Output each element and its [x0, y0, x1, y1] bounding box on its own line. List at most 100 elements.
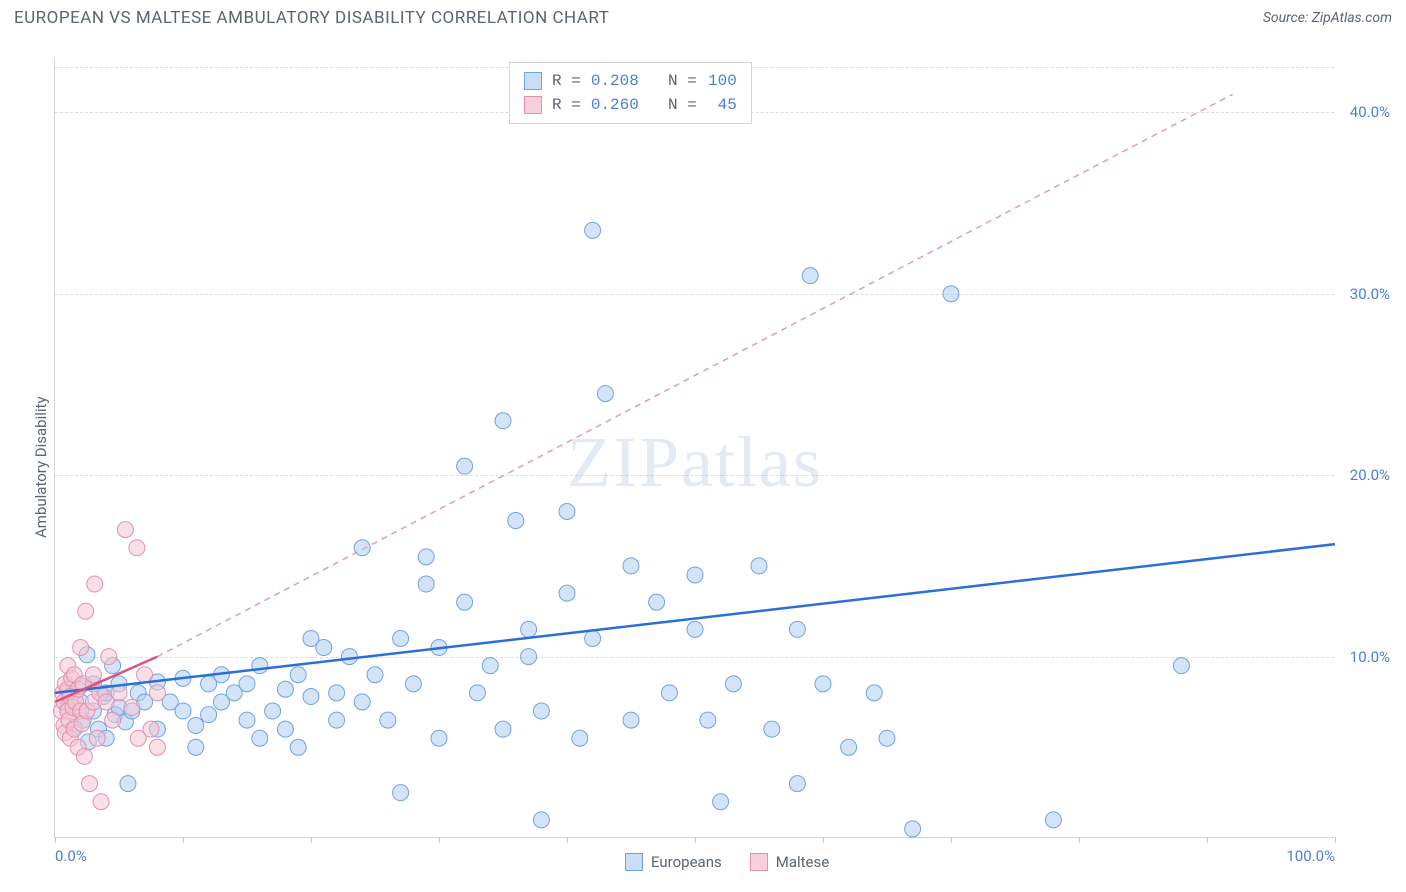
plot-area: 10.0%20.0%30.0%40.0%0.0%100.0%ZIPatlasR … — [54, 58, 1334, 838]
data-point — [265, 703, 281, 719]
legend-swatch-icon — [750, 853, 768, 871]
data-point — [120, 776, 136, 792]
data-point — [418, 576, 434, 592]
data-point — [117, 522, 133, 538]
data-point — [175, 703, 191, 719]
stats-legend-row: R = 0.208 N = 100 — [524, 69, 737, 93]
series-legend-label: Maltese — [776, 853, 829, 871]
data-point — [700, 712, 716, 728]
series-legend-item: Europeans — [625, 853, 722, 871]
legend-r-label: R = — [552, 69, 581, 93]
data-point — [105, 712, 121, 728]
data-point — [521, 649, 537, 665]
data-point — [129, 540, 145, 556]
data-point — [252, 730, 268, 746]
data-point — [687, 621, 703, 637]
data-point — [508, 513, 524, 529]
legend-n-label: N = — [649, 69, 697, 93]
data-point — [188, 718, 204, 734]
data-point — [533, 812, 549, 828]
series-legend-label: Europeans — [651, 853, 722, 871]
data-point — [201, 707, 217, 723]
data-point — [85, 667, 101, 683]
data-point — [623, 558, 639, 574]
data-point — [764, 721, 780, 737]
chart-source: Source: ZipAtlas.com — [1263, 10, 1392, 26]
chart-container: Ambulatory Disability 10.0%20.0%30.0%40.… — [54, 58, 1334, 838]
trendline — [55, 544, 1335, 693]
data-point — [329, 712, 345, 728]
legend-r-value: 0.260 — [591, 93, 639, 117]
legend-r-label: R = — [552, 93, 581, 117]
y-tick-label: 20.0% — [1350, 466, 1390, 484]
data-point — [815, 676, 831, 692]
data-point — [341, 649, 357, 665]
data-point — [559, 503, 575, 519]
data-point — [1173, 658, 1189, 674]
data-point — [290, 667, 306, 683]
legend-n-value: 45 — [707, 93, 737, 117]
stats-legend-row: R = 0.260 N = 45 — [524, 93, 737, 117]
data-point — [82, 776, 98, 792]
legend-swatch-icon — [524, 96, 542, 114]
data-point — [533, 703, 549, 719]
data-point — [879, 730, 895, 746]
data-point — [329, 685, 345, 701]
data-point — [239, 712, 255, 728]
data-point — [905, 821, 921, 837]
data-point — [802, 268, 818, 284]
data-point — [124, 699, 140, 715]
data-point — [418, 549, 434, 565]
data-point — [431, 730, 447, 746]
data-point — [277, 721, 293, 737]
data-point — [380, 712, 396, 728]
stats-legend: R = 0.208 N = 100R = 0.260 N = 45 — [509, 62, 752, 124]
data-point — [725, 676, 741, 692]
y-tick-label: 30.0% — [1350, 285, 1390, 303]
x-tick-label: 100.0% — [1286, 847, 1335, 865]
data-point — [405, 676, 421, 692]
data-point — [457, 594, 473, 610]
legend-n-value: 100 — [707, 69, 737, 93]
series-legend: Europeans Maltese — [625, 853, 829, 871]
data-point — [495, 413, 511, 429]
data-point — [149, 685, 165, 701]
x-tick — [1335, 837, 1336, 843]
data-point — [661, 685, 677, 701]
y-axis-label: Ambulatory Disability — [32, 396, 50, 538]
y-tick-label: 10.0% — [1350, 648, 1390, 666]
data-point — [137, 667, 153, 683]
data-point — [354, 694, 370, 710]
data-point — [78, 603, 94, 619]
data-point — [623, 712, 639, 728]
data-point — [585, 222, 601, 238]
data-point — [572, 730, 588, 746]
data-point — [367, 667, 383, 683]
data-point — [303, 689, 319, 705]
data-point — [101, 649, 117, 665]
data-point — [521, 621, 537, 637]
data-point — [73, 640, 89, 656]
data-point — [789, 621, 805, 637]
data-point — [649, 594, 665, 610]
data-point — [87, 576, 103, 592]
data-point — [252, 658, 268, 674]
data-point — [239, 676, 255, 692]
data-point — [597, 386, 613, 402]
data-point — [943, 286, 959, 302]
legend-r-value: 0.208 — [591, 69, 639, 93]
data-point — [188, 739, 204, 755]
data-point — [89, 730, 105, 746]
data-point — [495, 721, 511, 737]
chart-title: EUROPEAN VS MALTESE AMBULATORY DISABILIT… — [14, 8, 609, 28]
y-tick-label: 40.0% — [1350, 103, 1390, 121]
data-point — [277, 681, 293, 697]
data-point — [393, 785, 409, 801]
data-point — [687, 567, 703, 583]
legend-swatch-icon — [524, 72, 542, 90]
data-point — [841, 739, 857, 755]
legend-swatch-icon — [625, 853, 643, 871]
data-point — [751, 558, 767, 574]
data-point — [76, 748, 92, 764]
data-point — [713, 794, 729, 810]
